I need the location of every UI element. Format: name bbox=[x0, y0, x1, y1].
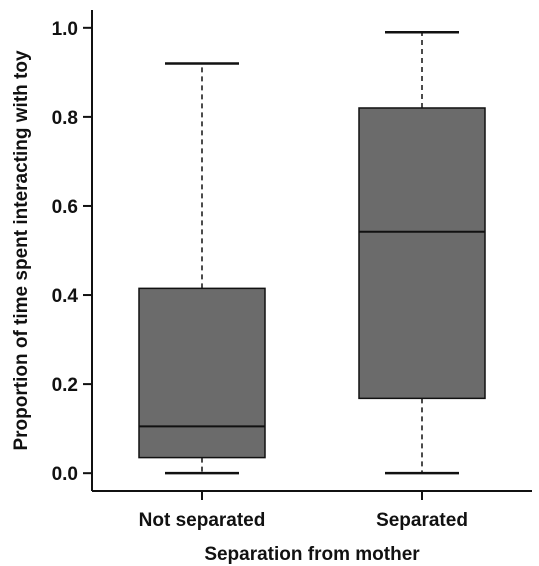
y-tick-label: 0.4 bbox=[52, 286, 79, 307]
y-ticks: 0.0 0.2 0.4 0.6 0.8 1.0 bbox=[52, 19, 92, 485]
y-tick-label: 0.6 bbox=[52, 197, 78, 218]
y-tick-label: 1.0 bbox=[52, 19, 78, 40]
iqr-box bbox=[138, 287, 266, 459]
box-group bbox=[358, 31, 486, 475]
y-tick-label: 0.0 bbox=[52, 464, 78, 485]
iqr-box bbox=[358, 107, 486, 400]
x-axis-title: Separation from mother bbox=[204, 544, 420, 565]
y-tick-label: 0.2 bbox=[52, 375, 78, 396]
x-tick-label: Not separated bbox=[139, 510, 266, 531]
x-tick-label: Separated bbox=[376, 510, 468, 531]
axes bbox=[91, 10, 532, 492]
boxes bbox=[138, 31, 486, 475]
y-axis-title: Proportion of time spent interacting wit… bbox=[11, 50, 32, 450]
y-tick-label: 0.8 bbox=[52, 108, 78, 129]
x-ticks: Not separated Separated bbox=[139, 491, 468, 531]
box-group bbox=[138, 62, 266, 475]
